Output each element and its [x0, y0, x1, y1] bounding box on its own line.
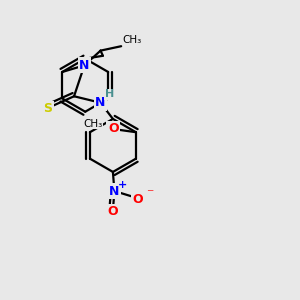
Text: ⁻: ⁻ — [146, 188, 153, 202]
Text: CH₃: CH₃ — [123, 35, 142, 45]
Text: N: N — [109, 184, 120, 198]
Text: S: S — [43, 102, 52, 116]
Text: +: + — [118, 180, 127, 190]
Text: O: O — [108, 205, 118, 218]
Text: N: N — [79, 59, 89, 72]
Text: O: O — [133, 193, 143, 206]
Text: H: H — [105, 89, 115, 100]
Text: O: O — [108, 122, 119, 135]
Text: CH₃: CH₃ — [83, 119, 102, 129]
Text: N: N — [95, 96, 106, 109]
